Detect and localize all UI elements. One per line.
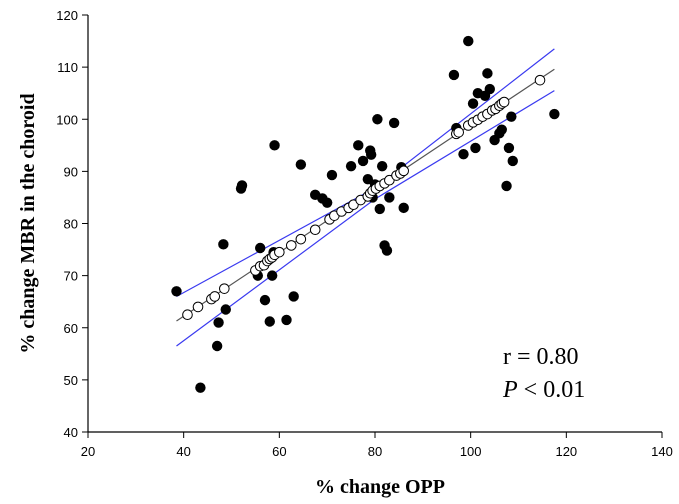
r-annotation: r = 0.80 xyxy=(503,344,579,370)
observed-point xyxy=(448,69,460,81)
observed-point xyxy=(458,148,469,160)
y-tick-label: 80 xyxy=(64,217,78,232)
observed-point xyxy=(388,117,400,129)
x-tick-label: 120 xyxy=(555,444,577,459)
observed-point xyxy=(326,169,338,181)
observed-point xyxy=(255,242,266,254)
y-tick-label: 70 xyxy=(64,269,78,284)
observed-point xyxy=(213,317,224,328)
x-tick-label: 140 xyxy=(651,444,673,459)
fitted-point xyxy=(285,240,297,251)
observed-point xyxy=(484,83,495,95)
observed-point xyxy=(501,180,512,192)
observed-point xyxy=(357,155,369,167)
p-symbol: P xyxy=(502,377,518,403)
y-tick-label: 50 xyxy=(64,373,78,388)
observed-point xyxy=(549,108,560,120)
y-tick-label: 40 xyxy=(64,425,78,440)
observed-point xyxy=(372,114,383,125)
observed-point xyxy=(470,142,481,154)
fitted-point xyxy=(498,96,510,108)
fitted-point xyxy=(453,126,465,138)
observed-point xyxy=(266,270,278,281)
x-tick-label: 80 xyxy=(368,444,382,459)
p-annotation: P < 0.01 xyxy=(502,377,585,403)
x-tick-label: 20 xyxy=(81,444,95,459)
y-tick-label: 60 xyxy=(64,321,78,336)
fitted-point xyxy=(192,301,204,313)
observed-point xyxy=(259,294,271,306)
observed-point xyxy=(264,316,275,327)
ci-upper-line xyxy=(176,48,555,298)
observed-point xyxy=(269,140,280,151)
fitted-point xyxy=(209,291,221,302)
fitted-point xyxy=(534,74,546,86)
p-value: < 0.01 xyxy=(518,377,586,403)
observed-point xyxy=(506,111,517,122)
fitted-point xyxy=(182,309,193,321)
observed-point xyxy=(288,291,299,302)
x-tick-label: 40 xyxy=(176,444,190,459)
observed-point xyxy=(482,68,493,79)
observed-point xyxy=(496,124,507,135)
observed-point xyxy=(467,98,479,109)
observed-point xyxy=(374,203,385,215)
y-tick-label: 110 xyxy=(57,60,78,75)
fitted-point xyxy=(219,283,230,294)
observed-point xyxy=(507,155,518,167)
observed-point xyxy=(503,142,515,154)
observed-point xyxy=(365,149,377,160)
observed-point xyxy=(321,197,333,208)
x-axis-title: % change OPP xyxy=(315,476,445,498)
y-tick-label: 90 xyxy=(64,164,78,179)
observed-point xyxy=(362,173,374,185)
observed-point xyxy=(353,140,364,151)
observed-point xyxy=(281,314,292,326)
x-tick-label: 60 xyxy=(272,444,286,459)
observed-point xyxy=(195,382,206,393)
fitted-point xyxy=(295,233,307,245)
y-tick-label: 120 xyxy=(56,8,78,23)
observed-point xyxy=(398,202,409,214)
fitted-point xyxy=(274,246,285,258)
observed-point xyxy=(236,180,248,191)
observed-point xyxy=(384,192,395,203)
observed-point xyxy=(218,239,229,250)
y-axis-title: % change MBR in the choroid xyxy=(17,93,39,353)
fitted-point xyxy=(309,224,321,236)
observed-point xyxy=(171,286,182,297)
observed-point xyxy=(295,159,307,170)
observed-point xyxy=(345,160,357,172)
observed-point xyxy=(463,35,474,47)
observed-point xyxy=(211,340,223,352)
observed-point xyxy=(376,160,388,172)
fitted-point xyxy=(398,165,410,177)
x-tick-label: 100 xyxy=(460,444,482,459)
observed-point xyxy=(381,245,393,256)
y-tick-label: 100 xyxy=(56,112,78,127)
observed-point xyxy=(220,304,231,315)
